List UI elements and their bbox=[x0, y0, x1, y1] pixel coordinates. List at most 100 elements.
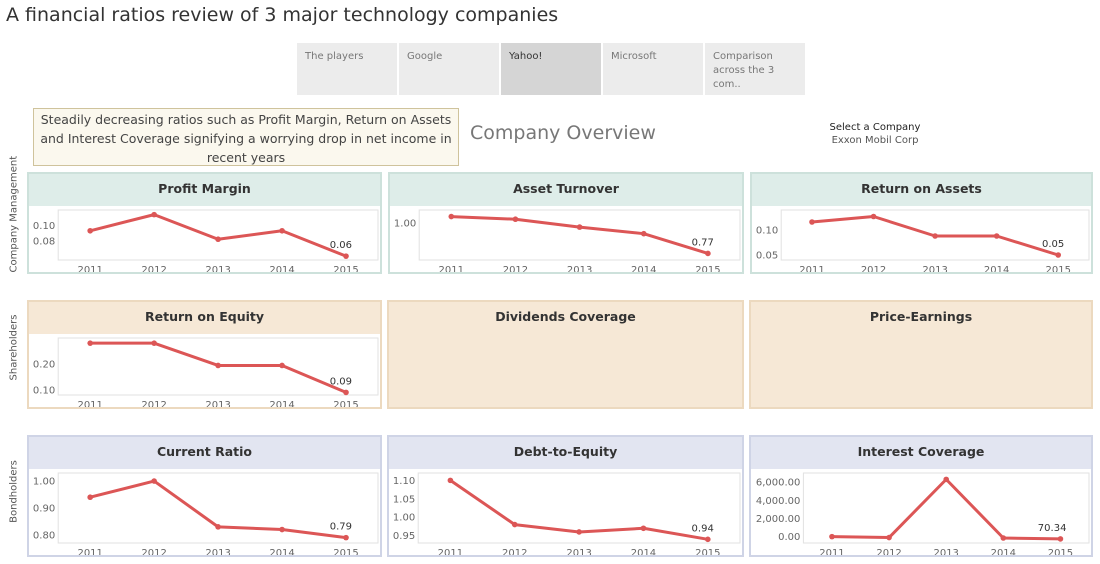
data-point[interactable] bbox=[343, 389, 349, 396]
data-point[interactable] bbox=[932, 233, 938, 239]
data-point[interactable] bbox=[447, 477, 454, 484]
x-tick-label: 2014 bbox=[631, 548, 656, 557]
data-point[interactable] bbox=[993, 233, 1000, 239]
x-tick-label: 2011 bbox=[799, 265, 824, 274]
panel-title: Debt-to-Equity bbox=[389, 437, 742, 469]
tab-comparison[interactable]: Comparison across the 3 com.. bbox=[705, 43, 805, 95]
x-tick-label: 2012 bbox=[141, 400, 166, 409]
return-on-equity-chart: 0.10 0.20 2011 2012 2013 2014 2015 0.09 bbox=[33, 337, 379, 409]
data-point[interactable] bbox=[1055, 252, 1062, 258]
x-tick-label: 2012 bbox=[503, 265, 528, 274]
series-line bbox=[89, 213, 347, 258]
data-point[interactable] bbox=[886, 534, 892, 541]
company-selector-value[interactable]: Exxon Mobil Corp bbox=[831, 135, 919, 146]
row-label-management: Company Management bbox=[8, 155, 20, 273]
panel-title: Price-Earnings bbox=[751, 302, 1091, 334]
tab-the-players[interactable]: The players bbox=[297, 43, 397, 95]
plot-area bbox=[57, 209, 379, 261]
data-point[interactable] bbox=[870, 213, 877, 220]
x-tick-label: 2015 bbox=[333, 400, 358, 409]
company-selector[interactable]: Select a Company Exxon Mobil Corp bbox=[800, 121, 950, 147]
data-point[interactable] bbox=[576, 529, 582, 535]
data-point[interactable] bbox=[151, 211, 157, 218]
data-point[interactable] bbox=[640, 230, 647, 237]
data-point[interactable] bbox=[343, 534, 349, 541]
x-tick-label: 2012 bbox=[141, 265, 166, 274]
x-tick-label: 2011 bbox=[438, 548, 463, 557]
x-tick-label: 2013 bbox=[205, 548, 230, 557]
tab-yahoo[interactable]: Yahoo! bbox=[501, 43, 601, 95]
plot-area bbox=[57, 472, 379, 544]
data-point[interactable] bbox=[215, 236, 221, 243]
y-tick-label: 0.08 bbox=[33, 236, 55, 247]
data-point[interactable] bbox=[640, 525, 647, 532]
x-tick-label: 2013 bbox=[922, 265, 947, 274]
x-tick-label: 2011 bbox=[77, 265, 102, 274]
data-point[interactable] bbox=[705, 250, 711, 257]
plot-area bbox=[780, 209, 1090, 261]
data-point[interactable] bbox=[512, 216, 519, 223]
data-point[interactable] bbox=[87, 227, 93, 234]
x-tick-label: 2015 bbox=[695, 548, 720, 557]
data-point[interactable] bbox=[576, 224, 583, 230]
panel-profit-margin: Profit Margin 0.08 0.10 2011 2012 2013 2014 20… bbox=[27, 172, 382, 274]
data-point[interactable] bbox=[705, 536, 711, 543]
x-tick-label: 2011 bbox=[77, 548, 102, 557]
data-point[interactable] bbox=[829, 533, 835, 540]
panel-return-on-assets: Return on Assets 0.05 0.10 2011 2012 2013 201… bbox=[750, 172, 1093, 274]
x-tick-label: 2015 bbox=[695, 265, 720, 274]
data-point[interactable] bbox=[1057, 536, 1064, 542]
y-tick-label: 1.00 bbox=[394, 219, 416, 230]
tab-google[interactable]: Google bbox=[399, 43, 499, 95]
x-tick-label: 2014 bbox=[269, 400, 294, 409]
x-tick-label: 2013 bbox=[205, 400, 230, 409]
data-point[interactable] bbox=[511, 521, 518, 528]
tab-bar: The players Google Yahoo! Microsoft Comp… bbox=[297, 43, 807, 95]
data-point[interactable] bbox=[809, 219, 815, 225]
data-point[interactable] bbox=[279, 362, 285, 369]
y-tick-label: 2,000.00 bbox=[756, 514, 801, 525]
data-point[interactable] bbox=[343, 253, 349, 259]
data-point[interactable] bbox=[87, 340, 93, 346]
row-label-bondholders: Bondholders bbox=[8, 460, 20, 523]
y-tick-label: 0.20 bbox=[33, 359, 55, 370]
x-tick-label: 2014 bbox=[269, 548, 294, 557]
panel-asset-turnover: Asset Turnover 1.00 2011 2012 2013 2014 2015 0… bbox=[388, 172, 744, 274]
panel-title: Dividends Coverage bbox=[389, 302, 742, 334]
y-tick-label: 0.10 bbox=[33, 385, 55, 396]
panel-return-on-equity: Return on Equity 0.10 0.20 2011 2012 2013 201… bbox=[27, 300, 382, 409]
x-tick-label: 2011 bbox=[439, 265, 464, 274]
x-tick-label: 2013 bbox=[566, 548, 591, 557]
x-tick-label: 2015 bbox=[333, 548, 358, 557]
data-label: 0.05 bbox=[1042, 239, 1064, 250]
x-tick-label: 2011 bbox=[77, 400, 102, 409]
plot-area bbox=[418, 209, 741, 261]
tab-microsoft[interactable]: Microsoft bbox=[603, 43, 703, 95]
y-tick-label: 0.10 bbox=[756, 226, 778, 237]
data-point[interactable] bbox=[151, 340, 157, 346]
y-tick-label: 0.80 bbox=[33, 530, 55, 541]
x-tick-label: 2014 bbox=[984, 265, 1009, 274]
debt-to-equity-chart: 0.95 1.00 1.05 1.10 2011 2012 2013 2014 2015 0.94 bbox=[393, 472, 741, 557]
x-tick-label: 2012 bbox=[141, 548, 166, 557]
x-tick-label: 2015 bbox=[333, 265, 358, 274]
x-tick-label: 2013 bbox=[205, 265, 230, 274]
data-point[interactable] bbox=[215, 362, 221, 369]
company-selector-label: Select a Company bbox=[829, 122, 921, 133]
data-point[interactable] bbox=[448, 213, 455, 220]
data-point[interactable] bbox=[151, 478, 157, 484]
data-point[interactable] bbox=[215, 524, 221, 530]
x-tick-label: 2015 bbox=[1045, 265, 1070, 274]
data-point[interactable] bbox=[1000, 535, 1007, 541]
current-ratio-chart: 0.80 0.90 1.00 2011 2012 2013 2014 2015 0.79 bbox=[33, 472, 379, 557]
profit-margin-chart: 0.08 0.10 2011 2012 2013 2014 2015 0.06 bbox=[33, 209, 379, 274]
y-tick-label: 0.05 bbox=[756, 251, 778, 262]
data-point[interactable] bbox=[87, 494, 93, 501]
data-point[interactable] bbox=[943, 476, 949, 483]
series-line bbox=[451, 215, 709, 255]
y-tick-label: 0.90 bbox=[33, 504, 55, 515]
plot-area bbox=[802, 472, 1090, 544]
data-point[interactable] bbox=[279, 227, 285, 234]
data-point[interactable] bbox=[279, 526, 285, 533]
panel-dividends-coverage: Dividends Coverage bbox=[387, 300, 744, 409]
